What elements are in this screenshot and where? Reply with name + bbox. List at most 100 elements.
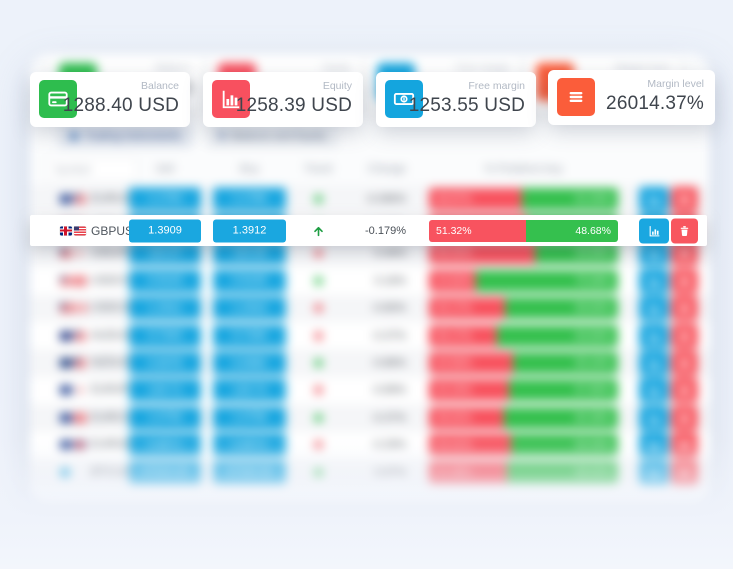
sell-price-button[interactable]: 0.6978: [129, 351, 201, 375]
open-chart-button[interactable]: [639, 218, 669, 243]
column-header-trend: Trend: [303, 163, 333, 175]
sentiment-buy-segment: 63.83%: [497, 324, 618, 347]
focused-instrument-row[interactable]: GBPUSD 1.3909 1.3912 -0.179% 51.32% 48.6…: [30, 215, 707, 246]
sentiment-buy-segment: 60.38%: [503, 406, 618, 429]
sell-price-button[interactable]: 129.71: [129, 378, 201, 402]
buy-price-button[interactable]: 1.3912: [213, 219, 286, 242]
buy-price-button[interactable]: 1.0758: [213, 406, 286, 430]
buy-price-button[interactable]: 110.29: [213, 241, 286, 265]
delete-row-button[interactable]: [671, 377, 698, 403]
table-row[interactable]: EURCHF 1.0756 1.0758 -0.37% 39.62% 60.38…: [30, 404, 710, 432]
sentiment-buy-segment: 51.03%: [521, 187, 618, 210]
sell-price-button[interactable]: 1.0756: [129, 406, 201, 430]
buy-price-button[interactable]: 1.2543: [213, 296, 286, 320]
us-flag-icon: [74, 358, 86, 368]
sentiment-buy-segment: 59.83%: [504, 297, 618, 320]
trend-cell: [296, 304, 340, 312]
balance-card: Balance 1288.40 USD: [30, 72, 190, 127]
buy-price-button[interactable]: 0.7346: [213, 324, 286, 348]
trend-cell: [296, 249, 340, 257]
symbol-filter-input[interactable]: [45, 157, 137, 182]
card-value: 1253.55 USD: [408, 95, 525, 116]
delete-row-button[interactable]: [671, 218, 698, 243]
sell-price-button[interactable]: 1.3909: [129, 219, 201, 242]
ca-flag-icon: [74, 303, 86, 313]
flag-pair: [60, 413, 86, 423]
buy-price-button[interactable]: 129.74: [213, 378, 286, 402]
focused-sentiment-buy-segment: 48.68%: [525, 219, 618, 242]
card-label: Free margin: [456, 63, 510, 74]
table-row[interactable]: USDCHF 0.9143 0.9145 0.16% 24.92% 75.08%: [30, 267, 710, 295]
trash-icon: [680, 275, 689, 286]
free-margin-card: Free margin 1253.55 USD: [376, 72, 536, 127]
tab-trading-instruments[interactable]: Trading instruments: [58, 124, 193, 148]
table-row[interactable]: EURJPY 129.71 129.74 -0.89% 42.15% 57.85…: [30, 376, 710, 405]
open-chart-button[interactable]: [639, 405, 669, 431]
delete-row-button[interactable]: [671, 295, 698, 321]
sentiment-bar: 36.17% 63.83%: [429, 324, 618, 347]
open-chart-button[interactable]: [639, 377, 669, 403]
trend-cell: [296, 359, 340, 367]
bar-chart-icon: [649, 303, 659, 314]
buy-price-button[interactable]: 0.6980: [213, 351, 286, 375]
change-value: -0.37%: [371, 411, 406, 424]
sell-price-button[interactable]: 0.7344: [129, 324, 201, 348]
table-row[interactable]: EURUSD 1.1764 1.1766 -0.096% 48.97% 51.0…: [30, 185, 710, 213]
bar-chart-icon: [649, 193, 659, 205]
trash-icon: [680, 193, 689, 204]
tab-balance-and-equity[interactable]: $ Balance and Equity: [206, 124, 338, 148]
sentiment-buy-segment: 43.69%: [535, 242, 618, 265]
open-chart-button[interactable]: [639, 186, 669, 212]
delete-row-button[interactable]: [671, 350, 698, 376]
bar-chart-icon: [212, 80, 250, 118]
table-row[interactable]: USDCAD 1.2541 1.2543 -0.80% 40.17% 59.83…: [30, 294, 710, 322]
trend-dot: [314, 386, 322, 394]
trash-icon: [680, 330, 689, 341]
sentiment-bar: 48.97% 51.03%: [429, 187, 618, 210]
sentiment-sell-segment: 24.92%: [429, 269, 477, 292]
open-chart-button[interactable]: [639, 350, 669, 376]
trend-dot: [314, 277, 322, 285]
sell-price-button[interactable]: 110.27: [129, 241, 201, 265]
card-label: Balance: [155, 63, 192, 74]
buy-price-button[interactable]: 1.1766: [213, 187, 286, 211]
sentiment-sell-segment: 48.97%: [429, 187, 522, 210]
sell-price-button[interactable]: 1.1764: [129, 187, 201, 211]
sentiment-sell-segment: 56.31%: [429, 242, 536, 265]
sentiment-sell-segment: 44.56%: [429, 352, 514, 375]
sentiment-bar: 42.15% 57.85%: [429, 379, 618, 402]
symbol-label: EURUSD: [91, 192, 140, 205]
jp-flag-icon: [74, 248, 86, 258]
delete-row-button[interactable]: [671, 268, 698, 294]
focused-sentiment-sell-segment: 51.32%: [429, 219, 526, 242]
column-header-sentiment: % Positions buy: [484, 163, 563, 175]
bar-chart-icon: [649, 412, 659, 424]
sell-price-button[interactable]: 1.2541: [129, 296, 201, 320]
table-row[interactable]: AUDUSD 0.7344 0.7346 -0.37% 36.17% 63.83…: [30, 321, 710, 350]
change-value: -0.096%: [365, 192, 406, 205]
bar-chart-icon: [649, 225, 659, 236]
bar-chart-icon: [649, 385, 659, 396]
open-chart-button[interactable]: [639, 323, 669, 349]
trend-dot: [314, 332, 322, 340]
symbol-label: USDJPY: [91, 247, 137, 260]
flag-pair: [60, 248, 86, 258]
flag-pair: [60, 331, 86, 341]
delete-row-button[interactable]: [671, 323, 698, 349]
table-row[interactable]: NZDUSD 0.6978 0.6980 -0.86% 44.56% 55.44…: [30, 349, 710, 377]
change-value: -0.179%: [365, 224, 406, 237]
sell-price-button[interactable]: 0.9143: [129, 269, 201, 293]
delete-row-button[interactable]: [671, 186, 698, 212]
delete-row-button[interactable]: [671, 405, 698, 431]
trend-cell: [296, 195, 340, 203]
us-flag-icon: [74, 226, 86, 235]
trend-up-arrow-icon: [296, 224, 340, 237]
change-value: -0.37%: [371, 329, 406, 342]
ch-flag-icon: [74, 276, 86, 286]
sentiment-buy-segment: 55.44%: [513, 352, 618, 375]
open-chart-button[interactable]: [639, 295, 669, 321]
us-flag-icon: [60, 248, 72, 258]
open-chart-button[interactable]: [639, 268, 669, 294]
column-header-sell: Sell: [155, 163, 175, 175]
buy-price-button[interactable]: 0.9145: [213, 269, 286, 293]
